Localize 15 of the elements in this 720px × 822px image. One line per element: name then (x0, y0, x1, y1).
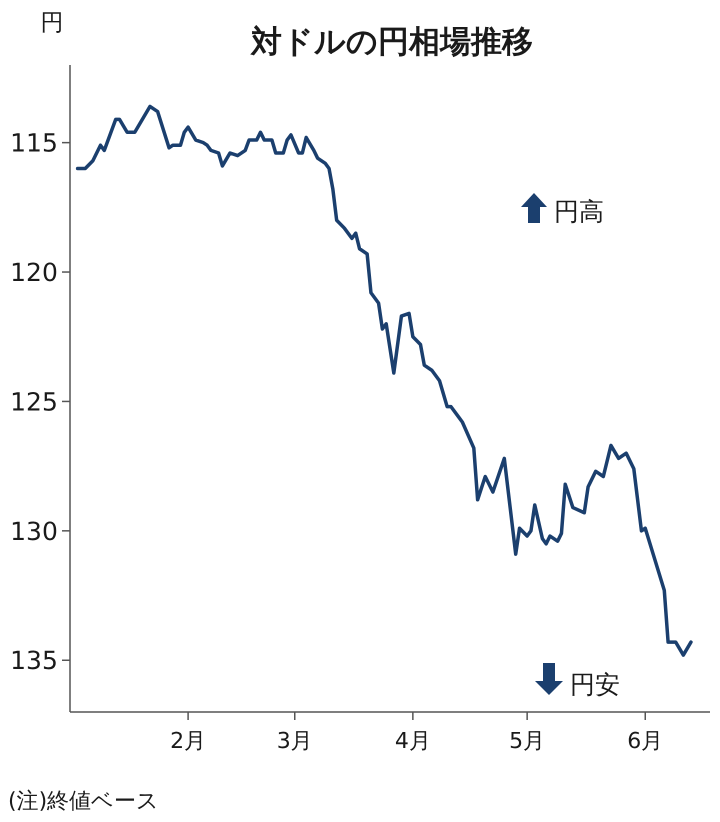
chart-title: 対ドルの円相場推移 (250, 24, 533, 60)
x-tick-label: 3月 (276, 729, 313, 754)
x-tick-label: 4月 (394, 729, 431, 754)
y-tick-label: 130 (10, 516, 58, 546)
text: (注)終値ベース (8, 789, 160, 814)
x-tick-label: 6月 (627, 729, 664, 754)
y-tick-label: 115 (10, 128, 58, 158)
y-tick-label: 125 (10, 387, 58, 416)
y-tick-label: 120 (10, 258, 58, 288)
annotation: 円高 (554, 197, 604, 226)
y-axis-title: 円 (40, 10, 64, 36)
x-tick-label: 5月 (509, 729, 546, 754)
annotation: 円安 (570, 670, 620, 699)
y-tick-label: 135 (10, 646, 58, 676)
x-tick-label: 2月 (170, 729, 206, 754)
